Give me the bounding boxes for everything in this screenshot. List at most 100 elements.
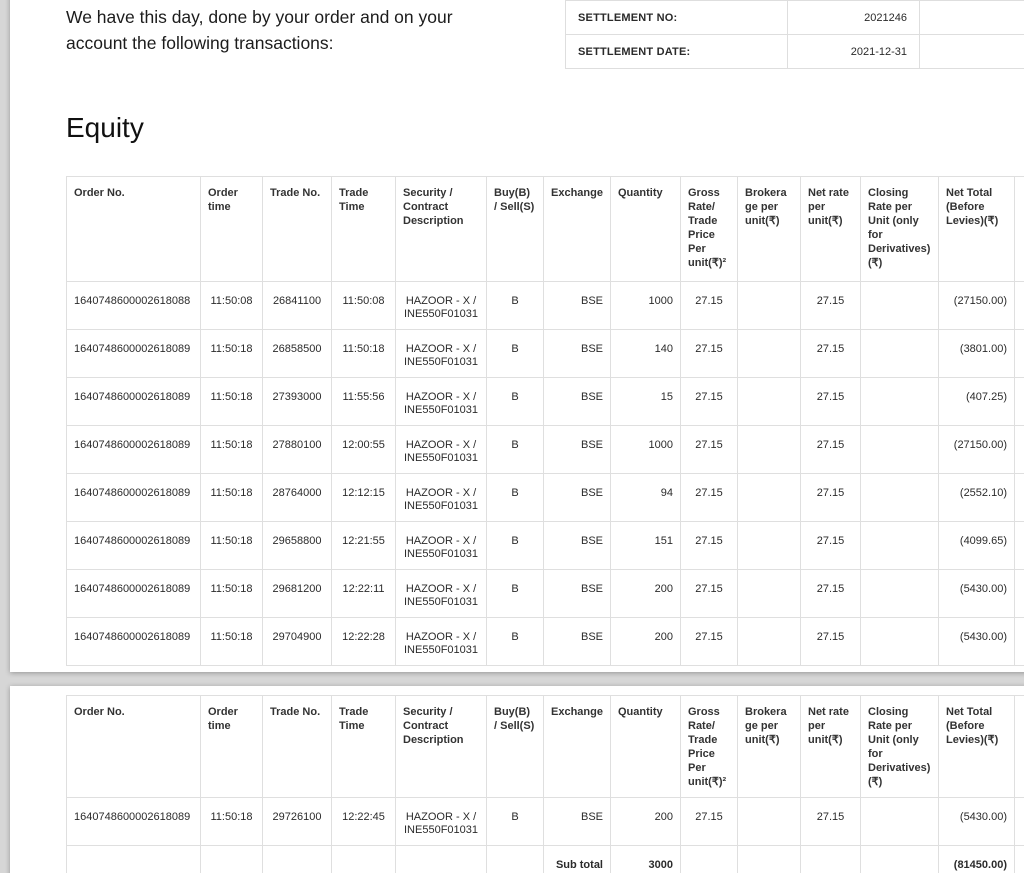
table-cell [860, 281, 939, 330]
table-cell [486, 845, 544, 873]
column-header: Quantity [610, 176, 681, 282]
table-cell: (5430.00) [938, 617, 1015, 666]
table-cell [737, 845, 801, 873]
table-cell: 140 [610, 329, 681, 378]
settlement-label: SETTLEMENT NO: [565, 0, 788, 35]
settlement-label: SETTLEMENT DATE: [565, 34, 788, 69]
column-header: Net Total (Before Levies)(₹) [938, 176, 1015, 282]
table-cell: 11:50:18 [200, 521, 263, 570]
table-cell: B [486, 569, 544, 618]
table-row: 1640748600002618088 11:50:08 26841100 11:50… [66, 281, 1024, 330]
table-cell: 27.15 [800, 569, 861, 618]
column-header: Order No. [66, 695, 201, 798]
table-cell: 26858500 [262, 329, 332, 378]
column-header: Exchange [543, 695, 611, 798]
table-cell: BSE [543, 521, 611, 570]
table-cell: 12:22:45 [331, 797, 396, 846]
table-cell: BSE [543, 617, 611, 666]
table-cell: 27.15 [680, 473, 738, 522]
table-cell: (5430.00) [938, 569, 1015, 618]
table-cell: 11:50:18 [200, 617, 263, 666]
column-header: Buy(B) / Sell(S) [486, 176, 544, 282]
table-cell: BSE [543, 425, 611, 474]
table-cell: 1640748600002618089 [66, 521, 201, 570]
subtotal-label: Sub total [543, 845, 611, 873]
column-header: Gross Rate/ Trade Price Per unit(₹)² [680, 695, 738, 798]
table-cell: BSE [543, 377, 611, 426]
table-cell [860, 797, 939, 846]
table-cell-clipped [1014, 473, 1024, 522]
settlement-value: 2021-12-31 [787, 34, 920, 69]
column-header: Order time [200, 695, 263, 798]
table-cell: 28764000 [262, 473, 332, 522]
table-cell-clipped [1014, 569, 1024, 618]
column-header: Closing Rate per Unit (only for Derivati… [860, 695, 939, 798]
column-header: Buy(B) / Sell(S) [486, 695, 544, 798]
table-cell: 11:50:08 [200, 281, 263, 330]
table-cell: B [486, 521, 544, 570]
table-cell [737, 569, 801, 618]
table-cell: 27.15 [800, 281, 861, 330]
column-header: Trade Time [331, 695, 396, 798]
table-row: 1640748600002618089 11:50:18 29704900 12:22… [66, 617, 1024, 666]
table-cell: (27150.00) [938, 425, 1015, 474]
table-cell: B [486, 377, 544, 426]
table-cell: B [486, 281, 544, 330]
column-header: Brokerage per unit(₹) [737, 176, 801, 282]
table-cell: 27880100 [262, 425, 332, 474]
column-header: Order time [200, 176, 263, 282]
table-cell: HAZOOR - X / INE550F01031 [395, 797, 487, 846]
subtotal-row: Sub total 3000 (81450.00) [66, 845, 1024, 873]
column-header: Order No. [66, 176, 201, 282]
table-cell [680, 845, 738, 873]
table-cell: HAZOOR - X / INE550F01031 [395, 569, 487, 618]
table-cell [860, 425, 939, 474]
table-cell: (27150.00) [938, 281, 1015, 330]
table-cell [737, 473, 801, 522]
table-cell: 11:50:18 [200, 329, 263, 378]
table-cell: 27.15 [680, 797, 738, 846]
table-cell: 12:00:55 [331, 425, 396, 474]
table-cell: 27.15 [800, 617, 861, 666]
subtotal-quantity: 3000 [610, 845, 681, 873]
settlement-value: 2021246 [787, 0, 920, 35]
section-title: Equity [66, 112, 144, 143]
table-cell [737, 425, 801, 474]
column-header: Trade No. [262, 695, 332, 798]
table-cell-clipped [1014, 329, 1024, 378]
table-cell: HAZOOR - X / INE550F01031 [395, 617, 487, 666]
column-header: Net Total (Before Levies)(₹) [938, 695, 1015, 798]
column-header: Trade Time [331, 176, 396, 282]
table-cell: BSE [543, 797, 611, 846]
table-cell-clipped [1014, 377, 1024, 426]
table-cell: 1640748600002618089 [66, 473, 201, 522]
table-cell: B [486, 329, 544, 378]
column-header-clipped [1014, 695, 1024, 798]
table-cell: 1640748600002618088 [66, 281, 201, 330]
table-cell: 27.15 [680, 569, 738, 618]
table-cell: 27.15 [680, 377, 738, 426]
table-cell: (407.25) [938, 377, 1015, 426]
table-cell: 11:50:18 [200, 569, 263, 618]
table-cell: 27.15 [800, 797, 861, 846]
column-header: Net rate per unit(₹) [800, 695, 861, 798]
table-cell: 29681200 [262, 569, 332, 618]
table-cell: 200 [610, 569, 681, 618]
table-cell [737, 797, 801, 846]
table-cell-clipped [1014, 797, 1024, 846]
table-cell-clipped [1014, 281, 1024, 330]
table-cell: 27.15 [800, 377, 861, 426]
table-cell: 27.15 [800, 329, 861, 378]
table-cell: 11:50:18 [200, 797, 263, 846]
table-cell-clipped [1014, 617, 1024, 666]
page-2: Order No. Order time Trade No. Trade Time Se… [10, 686, 1024, 873]
transactions-table-page2: Order No. Order time Trade No. Trade Time Se… [66, 695, 1024, 873]
header-row: Order No. Order time Trade No. Trade Time Se… [66, 695, 1024, 798]
table-cell: 1640748600002618089 [66, 377, 201, 426]
settlement-empty-cell [919, 0, 1024, 35]
table-cell: 15 [610, 377, 681, 426]
table-cell: BSE [543, 281, 611, 330]
table-cell: 11:50:08 [331, 281, 396, 330]
table-cell [737, 377, 801, 426]
